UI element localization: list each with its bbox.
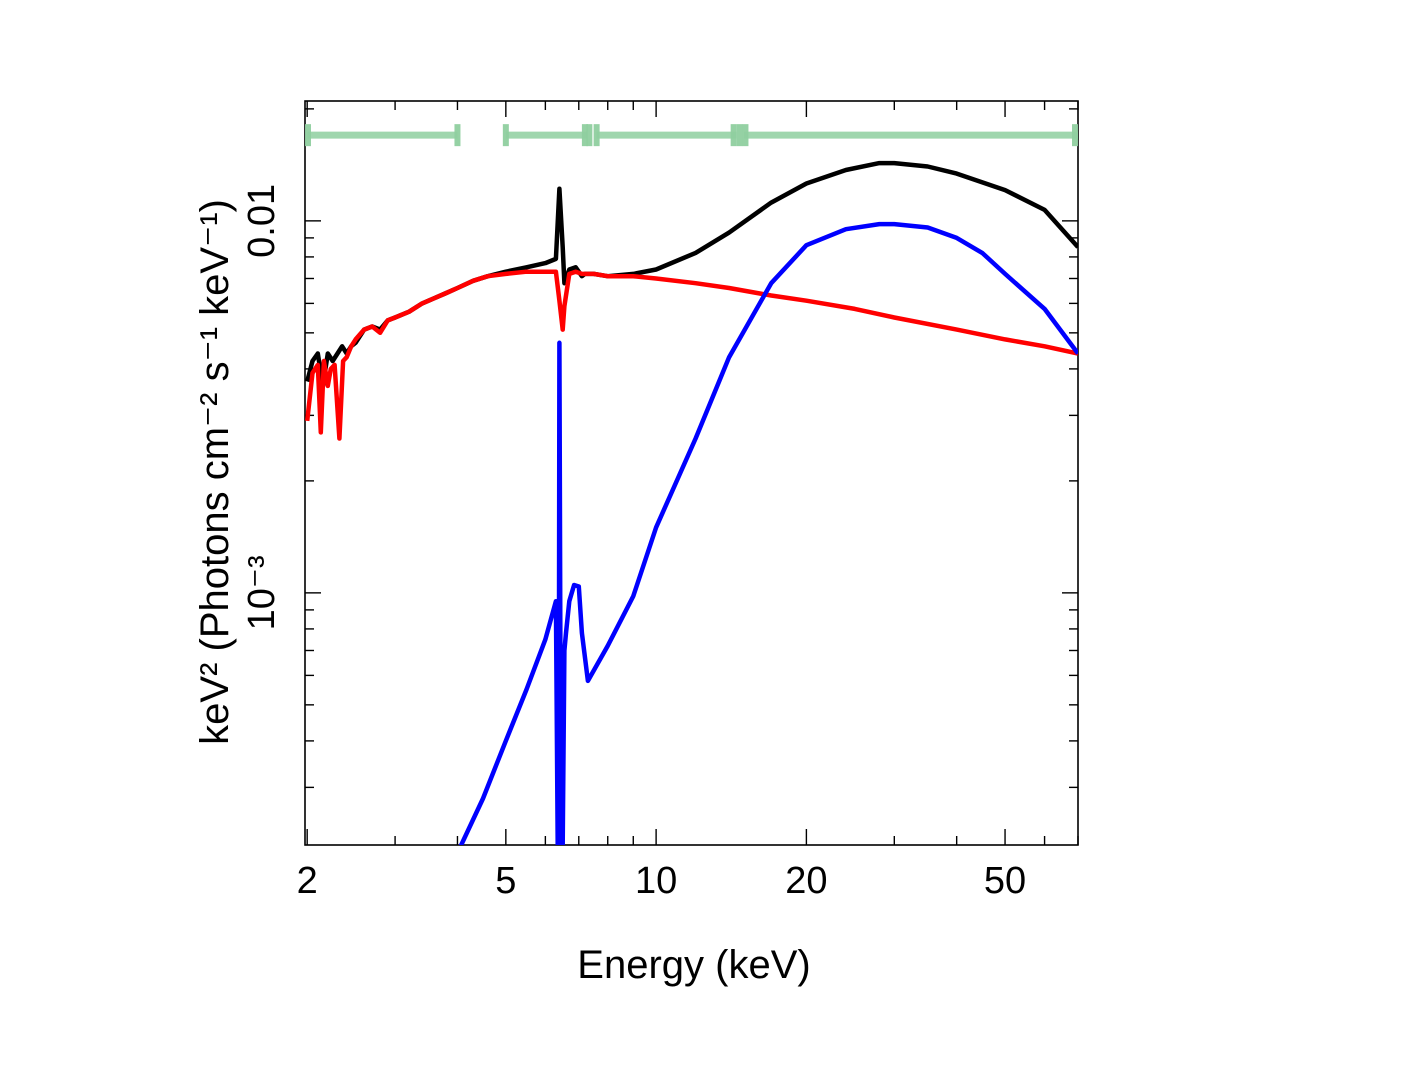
energy-band-marker [502, 124, 509, 147]
y-tick-label: 10⁻³ [241, 555, 283, 630]
energy-band-layer [305, 124, 1078, 147]
x-tick-label: 5 [495, 860, 516, 902]
energy-band-marker [1072, 124, 1078, 147]
reflection-line [458, 221, 1078, 845]
energy-band-marker [593, 124, 600, 147]
x-tick-label: 50 [984, 860, 1026, 902]
x-axis-title: Energy (keV) [577, 943, 810, 987]
energy-band-marker [581, 124, 588, 147]
energy-band-marker [305, 124, 311, 147]
x-tick-label: 10 [635, 860, 677, 902]
energy-band-marker [736, 124, 743, 147]
x-tick-label: 20 [785, 860, 827, 902]
tick-labels: 2 5 10 20 50 10⁻³ 0.01 [241, 184, 1026, 902]
energy-band-marker [730, 124, 737, 147]
total-model-line [305, 160, 1078, 389]
series-layer [305, 160, 1078, 845]
energy-band-marker [586, 124, 593, 147]
energy-band-marker [742, 124, 749, 147]
continuum-line [305, 269, 1078, 441]
plot-frame [304, 100, 1079, 846]
y-axis-title: keV² (Photons cm⁻² s⁻¹ keV⁻¹) [193, 199, 237, 745]
x-tick-label: 2 [297, 860, 318, 902]
y-tick-label: 0.01 [241, 184, 283, 258]
energy-band-marker [454, 124, 461, 147]
axis-ticks [305, 101, 1079, 845]
